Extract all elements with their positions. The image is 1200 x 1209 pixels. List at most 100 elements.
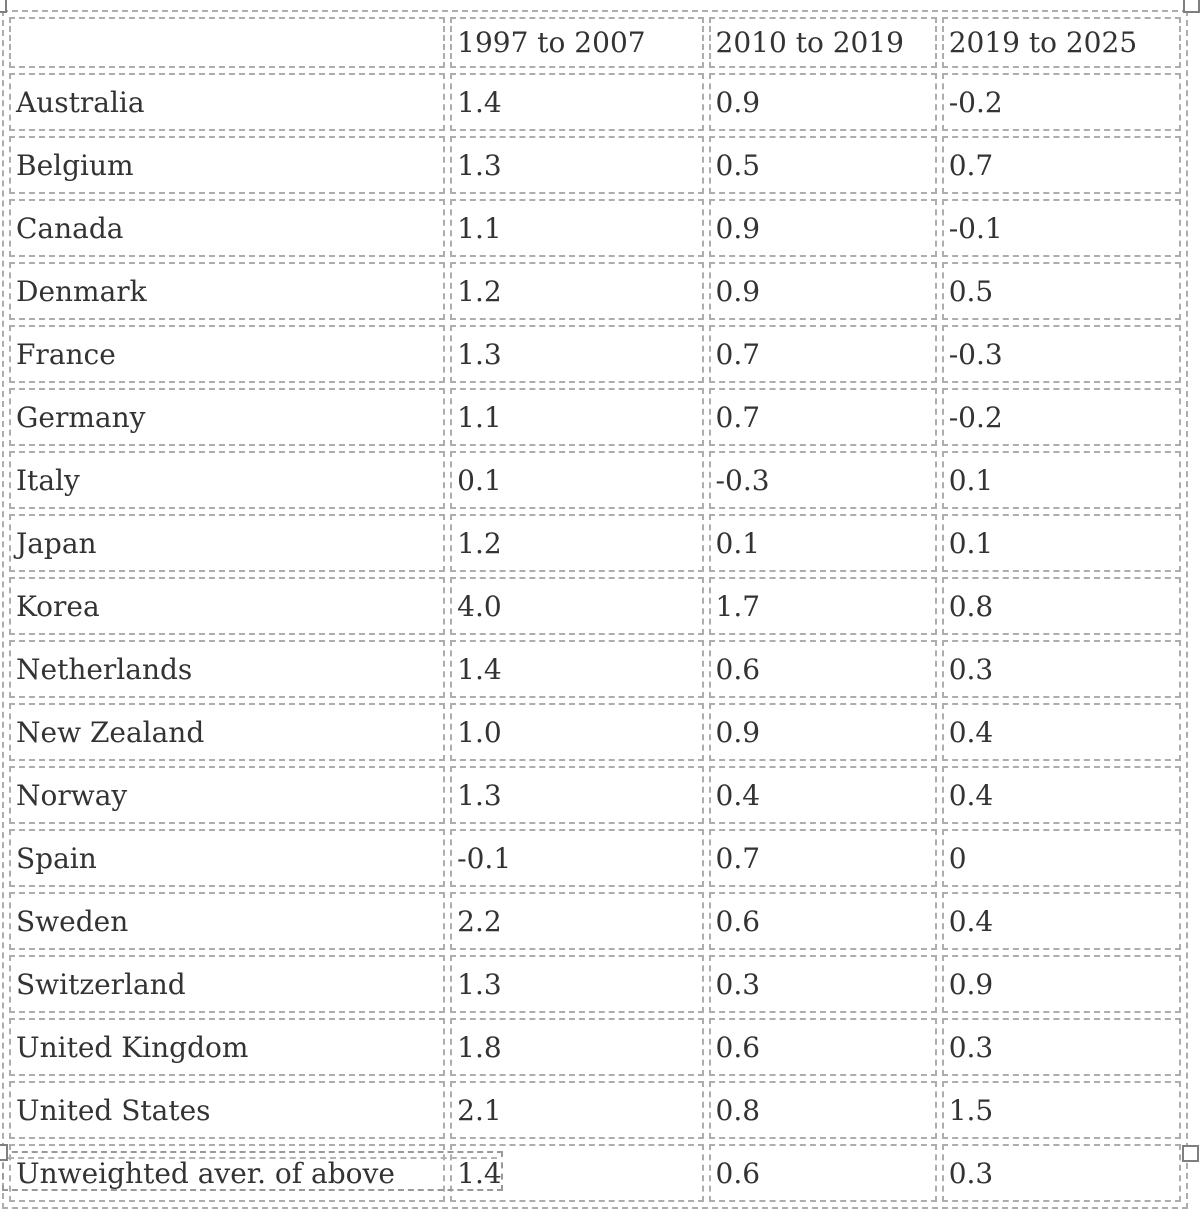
value-cell[interactable]: 2.1 xyxy=(450,1081,704,1139)
value-cell[interactable]: 1.4 xyxy=(450,640,704,698)
table-row: France 1.3 0.7 -0.3 xyxy=(9,325,1181,383)
resize-handle-top-right[interactable] xyxy=(1183,0,1200,13)
value-cell[interactable]: 0 xyxy=(941,829,1181,887)
value-cell[interactable]: 1.8 xyxy=(450,1018,704,1076)
value-cell[interactable]: 0.1 xyxy=(941,514,1181,572)
value-cell[interactable]: 0.1 xyxy=(941,451,1181,509)
value-cell[interactable]: -0.1 xyxy=(450,829,704,887)
value-cell[interactable]: 2.2 xyxy=(450,892,704,950)
country-label-cell[interactable]: Germany xyxy=(9,388,446,446)
value-cell[interactable]: 0.7 xyxy=(941,136,1181,194)
country-label-cell[interactable]: Canada xyxy=(9,199,446,257)
value-cell[interactable]: 0.4 xyxy=(941,892,1181,950)
value-cell[interactable]: 0.9 xyxy=(708,262,937,320)
country-label-cell[interactable]: Korea xyxy=(9,577,446,635)
value-cell[interactable]: 1.1 xyxy=(450,199,704,257)
row-label-header-cell[interactable] xyxy=(9,17,446,68)
country-label-cell[interactable]: Sweden xyxy=(9,892,446,950)
table-row: Canada 1.1 0.9 -0.1 xyxy=(9,199,1181,257)
value-cell[interactable]: 0.6 xyxy=(708,640,937,698)
value-cell[interactable]: 0.9 xyxy=(708,73,937,131)
value-cell[interactable]: 0.9 xyxy=(708,703,937,761)
table-row: Sweden 2.2 0.6 0.4 xyxy=(9,892,1181,950)
country-label-cell[interactable]: Japan xyxy=(9,514,446,572)
value-cell[interactable]: 1.0 xyxy=(450,703,704,761)
country-label-cell[interactable]: Denmark xyxy=(9,262,446,320)
table-row: United Kingdom 1.8 0.6 0.3 xyxy=(9,1018,1181,1076)
value-cell[interactable]: 1.5 xyxy=(941,1081,1181,1139)
value-cell[interactable]: 0.7 xyxy=(708,325,937,383)
value-cell[interactable]: 0.9 xyxy=(941,955,1181,1013)
table-row: Australia 1.4 0.9 -0.2 xyxy=(9,73,1181,131)
country-label-cell[interactable]: Spain xyxy=(9,829,446,887)
country-label-cell[interactable]: Netherlands xyxy=(9,640,446,698)
table-row: Spain -0.1 0.7 0 xyxy=(9,829,1181,887)
value-cell[interactable]: 1.3 xyxy=(450,955,704,1013)
resize-handle-bottom-left[interactable] xyxy=(0,1144,8,1161)
period-header-cell[interactable]: 1997 to 2007 xyxy=(450,17,704,68)
value-cell[interactable]: 0.5 xyxy=(941,262,1181,320)
value-cell[interactable]: 0.6 xyxy=(708,892,937,950)
value-cell[interactable]: 0.6 xyxy=(708,1018,937,1076)
value-cell[interactable]: 1.2 xyxy=(450,262,704,320)
value-cell[interactable]: -0.3 xyxy=(708,451,937,509)
value-cell[interactable]: -0.2 xyxy=(941,388,1181,446)
value-cell[interactable]: 0.3 xyxy=(941,1144,1181,1202)
table-row: Norway 1.3 0.4 0.4 xyxy=(9,766,1181,824)
table-row: Denmark 1.2 0.9 0.5 xyxy=(9,262,1181,320)
value-cell[interactable]: 1.3 xyxy=(450,766,704,824)
resize-handle-top-left[interactable] xyxy=(0,0,7,13)
value-cell[interactable]: 0.4 xyxy=(941,703,1181,761)
value-cell[interactable]: 0.3 xyxy=(941,640,1181,698)
period-header-cell[interactable]: 2019 to 2025 xyxy=(941,17,1181,68)
value-cell[interactable]: 0.9 xyxy=(708,199,937,257)
value-cell[interactable]: 1.7 xyxy=(708,577,937,635)
country-label-cell[interactable]: Italy xyxy=(9,451,446,509)
value-cell[interactable]: 4.0 xyxy=(450,577,704,635)
value-cell[interactable]: 0.8 xyxy=(708,1081,937,1139)
table-row: Italy 0.1 -0.3 0.1 xyxy=(9,451,1181,509)
value-cell[interactable]: 0.6 xyxy=(708,1144,937,1202)
next-element-inner-border xyxy=(8,1157,497,1179)
value-cell[interactable]: 0.5 xyxy=(708,136,937,194)
value-cell[interactable]: 0.4 xyxy=(708,766,937,824)
value-cell[interactable]: -0.3 xyxy=(941,325,1181,383)
value-cell[interactable]: 1.3 xyxy=(450,325,704,383)
country-label-cell[interactable]: Belgium xyxy=(9,136,446,194)
country-label-cell[interactable]: France xyxy=(9,325,446,383)
value-cell[interactable]: -0.1 xyxy=(941,199,1181,257)
country-label-cell[interactable]: New Zealand xyxy=(9,703,446,761)
country-label-cell[interactable]: United States xyxy=(9,1081,446,1139)
table-row: Germany 1.1 0.7 -0.2 xyxy=(9,388,1181,446)
country-label-cell[interactable]: United Kingdom xyxy=(9,1018,446,1076)
value-cell[interactable]: 0.8 xyxy=(941,577,1181,635)
value-cell[interactable]: 0.3 xyxy=(708,955,937,1013)
table-row: Belgium 1.3 0.5 0.7 xyxy=(9,136,1181,194)
value-cell[interactable]: 0.7 xyxy=(708,829,937,887)
value-cell[interactable]: 1.2 xyxy=(450,514,704,572)
table-row: Korea 4.0 1.7 0.8 xyxy=(9,577,1181,635)
table-row: Japan 1.2 0.1 0.1 xyxy=(9,514,1181,572)
value-cell[interactable]: 0.1 xyxy=(450,451,704,509)
value-cell[interactable]: 1.1 xyxy=(450,388,704,446)
table-row: Switzerland 1.3 0.3 0.9 xyxy=(9,955,1181,1013)
value-cell[interactable]: 1.4 xyxy=(450,73,704,131)
value-cell[interactable]: 1.3 xyxy=(450,136,704,194)
table-row: Netherlands 1.4 0.6 0.3 xyxy=(9,640,1181,698)
header-row: 1997 to 2007 2010 to 2019 2019 to 2025 xyxy=(9,17,1181,68)
country-label-cell[interactable]: Australia xyxy=(9,73,446,131)
resize-handle-bottom-right[interactable] xyxy=(1182,1145,1199,1162)
country-label-cell[interactable]: Norway xyxy=(9,766,446,824)
value-cell[interactable]: 0.1 xyxy=(708,514,937,572)
table-body: Australia 1.4 0.9 -0.2 Belgium 1.3 0.5 0.7 Canad… xyxy=(9,73,1181,1202)
table-row: New Zealand 1.0 0.9 0.4 xyxy=(9,703,1181,761)
period-header-cell[interactable]: 2010 to 2019 xyxy=(708,17,937,68)
value-cell[interactable]: -0.2 xyxy=(941,73,1181,131)
value-cell[interactable]: 0.3 xyxy=(941,1018,1181,1076)
country-label-cell[interactable]: Switzerland xyxy=(9,955,446,1013)
value-cell[interactable]: 0.4 xyxy=(941,766,1181,824)
value-cell[interactable]: 0.7 xyxy=(708,388,937,446)
table-row: United States 2.1 0.8 1.5 xyxy=(9,1081,1181,1139)
data-table[interactable]: 1997 to 2007 2010 to 2019 2019 to 2025 Aus… xyxy=(2,10,1188,1209)
